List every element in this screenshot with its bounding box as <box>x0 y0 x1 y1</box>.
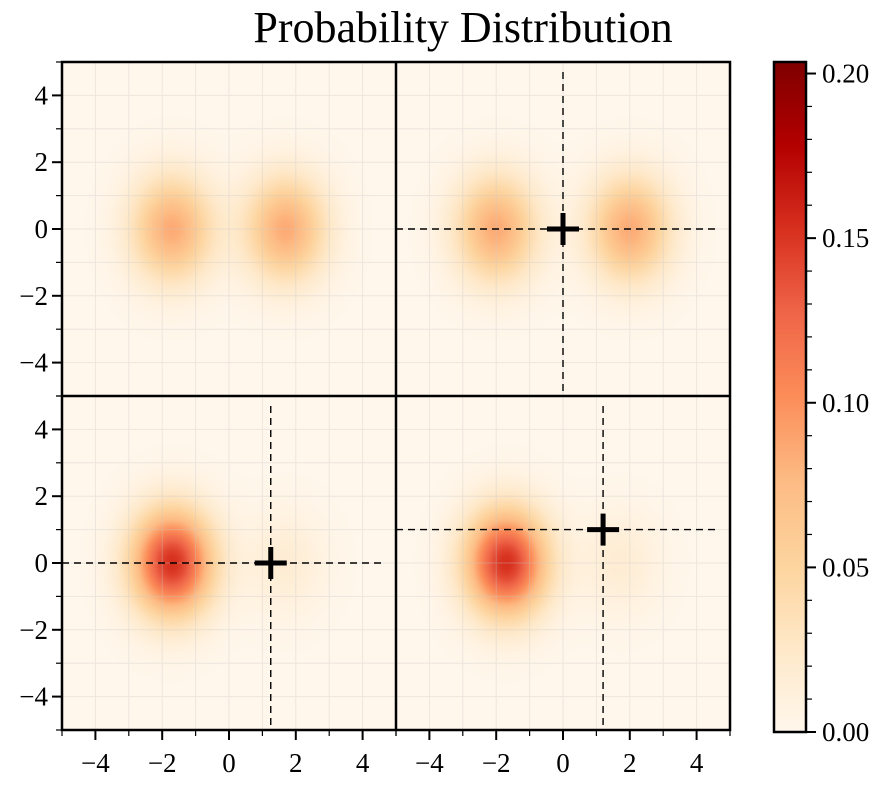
x-tick-label: 4 <box>690 748 704 778</box>
x-tick-label: 0 <box>222 748 236 778</box>
y-tick-label: 2 <box>35 147 49 177</box>
y-tick-label: −2 <box>19 281 48 311</box>
colorbar-tick-label: 0.20 <box>822 59 869 89</box>
x-tick-label: −2 <box>148 748 177 778</box>
x-tick-label: 2 <box>289 748 303 778</box>
x-tick-label: 0 <box>556 748 570 778</box>
colorbar-tick-label: 0.05 <box>822 552 869 582</box>
y-tick-label: 2 <box>35 481 49 511</box>
chart-title: Probability Distribution <box>253 3 673 52</box>
y-tick-label: 4 <box>35 80 49 110</box>
y-tick-label: −4 <box>19 682 48 712</box>
y-tick-label: −2 <box>19 615 48 645</box>
colorbar-tick-label: 0.00 <box>822 717 869 747</box>
x-tick-label: 2 <box>623 748 637 778</box>
colorbar-tick-label: 0.10 <box>822 388 869 418</box>
colorbar-tick-label: 0.15 <box>822 223 869 253</box>
y-tick-label: −4 <box>19 348 48 378</box>
x-tick-label: −2 <box>482 748 511 778</box>
y-tick-label: 0 <box>35 214 49 244</box>
x-tick-label: −4 <box>415 748 444 778</box>
y-tick-label: 0 <box>35 548 49 578</box>
x-tick-label: 4 <box>356 748 370 778</box>
y-tick-label: 4 <box>35 414 49 444</box>
heatmap-bottom-right <box>396 396 730 730</box>
heatmap-top-left <box>62 62 396 396</box>
colorbar <box>772 60 808 734</box>
x-tick-label: −4 <box>81 748 110 778</box>
